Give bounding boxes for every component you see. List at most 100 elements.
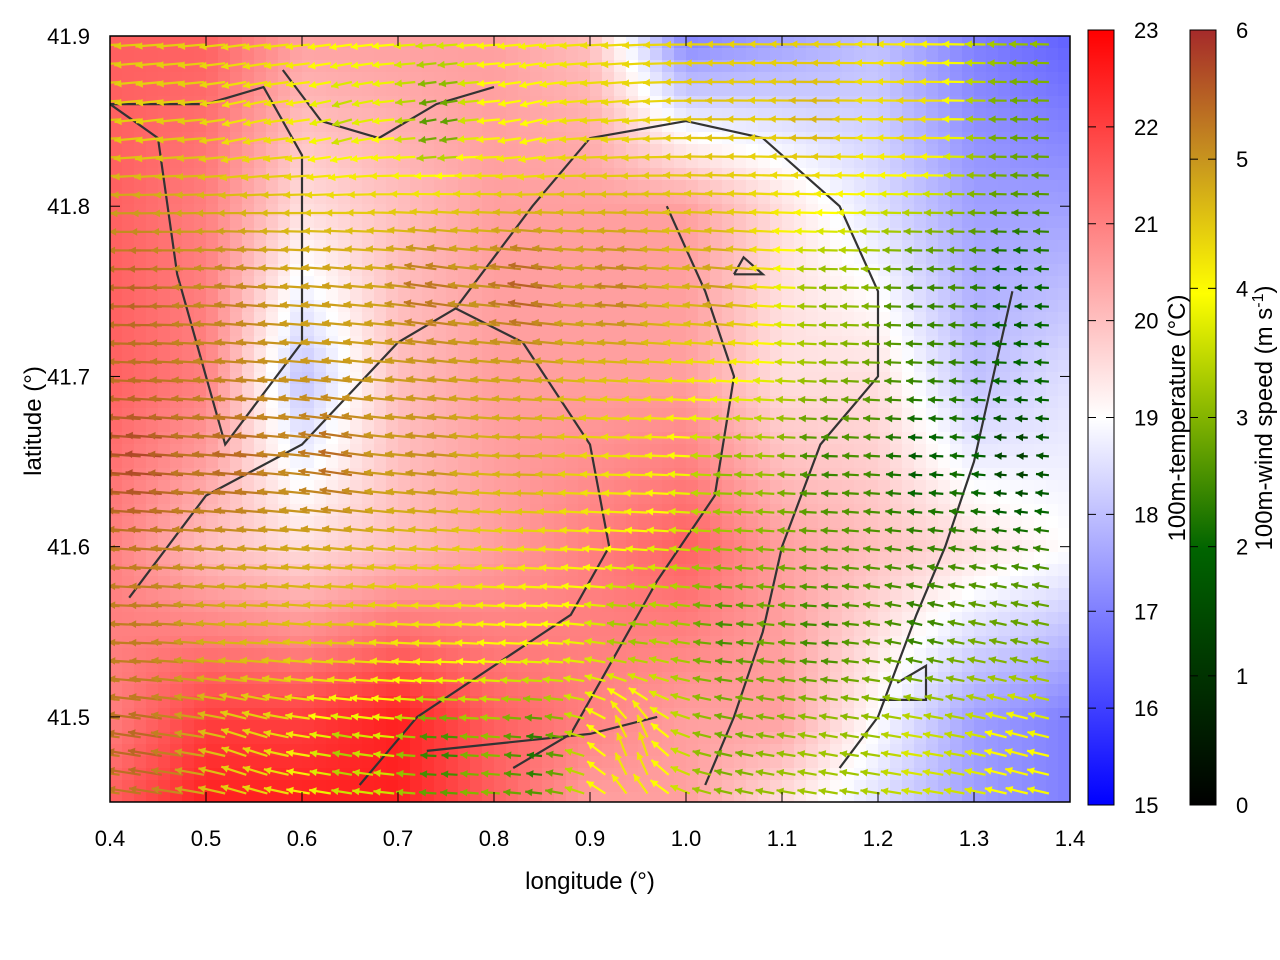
heatmap-cell: [350, 648, 363, 661]
heatmap-cell: [350, 456, 363, 469]
heatmap-cell: [758, 144, 771, 157]
heatmap-cell: [518, 144, 531, 157]
heatmap-cell: [122, 252, 135, 265]
heatmap-cell: [434, 516, 447, 529]
heatmap-cell: [770, 120, 783, 133]
heatmap-cell: [1010, 180, 1023, 193]
heatmap-cell: [338, 420, 351, 433]
heatmap-cell: [530, 576, 543, 589]
heatmap-cell: [470, 648, 483, 661]
heatmap-cell: [854, 288, 867, 301]
heatmap-cell: [182, 456, 195, 469]
heatmap-cell: [422, 72, 435, 85]
heatmap-cell: [134, 180, 147, 193]
heatmap-cell: [758, 288, 771, 301]
heatmap-cell: [794, 648, 807, 661]
heatmap-cell: [842, 144, 855, 157]
heatmap-cell: [326, 144, 339, 157]
heatmap-cell: [470, 588, 483, 601]
heatmap-cell: [758, 228, 771, 241]
heatmap-cell: [182, 144, 195, 157]
heatmap-cell: [446, 732, 459, 745]
heatmap-cell: [422, 348, 435, 361]
heatmap-cell: [314, 288, 327, 301]
heatmap-cell: [158, 384, 171, 397]
heatmap-cell: [542, 420, 555, 433]
heatmap-cell: [110, 144, 123, 157]
heatmap-cell: [698, 588, 711, 601]
heatmap-cell: [722, 480, 735, 493]
heatmap-cell: [194, 312, 207, 325]
heatmap-cell: [746, 252, 759, 265]
heatmap-cell: [914, 384, 927, 397]
heatmap-cell: [410, 588, 423, 601]
heatmap-cell: [206, 264, 219, 277]
heatmap-cell: [806, 612, 819, 625]
heatmap-cell: [518, 456, 531, 469]
heatmap-cell: [182, 396, 195, 409]
heatmap-cell: [170, 120, 183, 133]
heatmap-cell: [110, 384, 123, 397]
heatmap-cell: [758, 684, 771, 697]
heatmap-cell: [938, 384, 951, 397]
heatmap-cell: [734, 120, 747, 133]
heatmap-cell: [518, 612, 531, 625]
heatmap-cell: [770, 648, 783, 661]
heatmap-cell: [902, 420, 915, 433]
heatmap-cell: [290, 720, 303, 733]
heatmap-cell: [530, 420, 543, 433]
heatmap-cell: [878, 252, 891, 265]
heatmap-cell: [470, 456, 483, 469]
heatmap-cell: [602, 84, 615, 97]
heatmap-cell: [266, 540, 279, 553]
heatmap-cell: [974, 384, 987, 397]
heatmap-cell: [434, 732, 447, 745]
heatmap-cell: [458, 348, 471, 361]
heatmap-cell: [998, 216, 1011, 229]
heatmap-cell: [638, 288, 651, 301]
heatmap-cell: [590, 168, 603, 181]
heatmap-cell: [350, 264, 363, 277]
heatmap-cell: [986, 384, 999, 397]
heatmap-cell: [182, 348, 195, 361]
heatmap-cell: [326, 180, 339, 193]
heatmap-cell: [422, 684, 435, 697]
heatmap-cell: [158, 612, 171, 625]
heatmap-cell: [566, 204, 579, 217]
heatmap-cell: [458, 108, 471, 121]
heatmap-cell: [266, 720, 279, 733]
heatmap-cell: [398, 780, 411, 793]
heatmap-cell: [782, 252, 795, 265]
heatmap-cell: [254, 516, 267, 529]
heatmap-cell: [158, 588, 171, 601]
heatmap-cell: [818, 60, 831, 73]
heatmap-cell: [422, 180, 435, 193]
heatmap-cell: [326, 348, 339, 361]
heatmap-cell: [110, 588, 123, 601]
heatmap-cell: [434, 588, 447, 601]
heatmap-cell: [266, 432, 279, 445]
heatmap-cell: [782, 144, 795, 157]
heatmap-cell: [578, 48, 591, 61]
heatmap-cell: [926, 480, 939, 493]
heatmap-cell: [518, 444, 531, 457]
heatmap-cell: [278, 684, 291, 697]
heatmap-cell: [230, 48, 243, 61]
heatmap-cell: [758, 204, 771, 217]
heatmap-cell: [830, 564, 843, 577]
heatmap-cell: [362, 48, 375, 61]
heatmap-cell: [470, 624, 483, 637]
heatmap-cell: [866, 684, 879, 697]
heatmap-cell: [734, 384, 747, 397]
heatmap-cell: [926, 216, 939, 229]
heatmap-cell: [518, 312, 531, 325]
heatmap-cell: [254, 132, 267, 145]
heatmap-cell: [134, 684, 147, 697]
heatmap-cell: [590, 648, 603, 661]
heatmap-cell: [374, 456, 387, 469]
heatmap-cell: [230, 624, 243, 637]
heatmap-cell: [278, 588, 291, 601]
heatmap-cell: [482, 612, 495, 625]
heatmap-cell: [770, 624, 783, 637]
heatmap-cell: [134, 276, 147, 289]
